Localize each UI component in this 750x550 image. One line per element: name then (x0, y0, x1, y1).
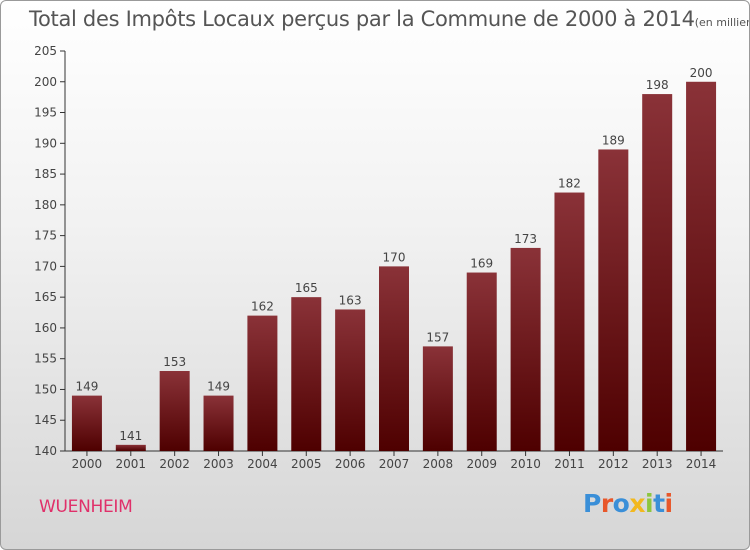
logo-letter: x (629, 489, 645, 518)
logo-letter: t (653, 489, 665, 518)
x-tick-label-2012: 2012 (598, 457, 629, 471)
y-tick-label: 185 (34, 167, 57, 181)
y-tick-label: 150 (34, 382, 57, 396)
y-tick-label: 200 (34, 75, 57, 89)
logo-letter: i (664, 489, 674, 518)
chart-unit: (en milliers d'€) (694, 16, 749, 29)
logo-letter: P (583, 489, 601, 518)
y-tick-label: 160 (34, 321, 57, 335)
logo-letter: i (645, 489, 654, 518)
y-tick-label: 145 (34, 413, 57, 427)
data-label-2004: 162 (251, 300, 274, 314)
data-label-2005: 165 (295, 281, 318, 295)
x-tick-label-2006: 2006 (335, 457, 366, 471)
x-axis: 2000 2001 2002 2003 2004 2005 2006 2007 2008 2009… (65, 450, 723, 471)
y-tick-label: 165 (34, 290, 57, 304)
bar-2007 (379, 266, 409, 451)
bar-2013 (642, 94, 673, 452)
y-axis: 140 145 150 155 160 165 170 175 180 185 190 195 200 2… (34, 44, 66, 458)
data-label-2007: 170 (383, 250, 406, 264)
data-label-2012: 189 (602, 133, 625, 147)
bar-2009 (466, 272, 497, 451)
y-tick-label: 190 (34, 136, 57, 150)
y-tick-label: 180 (34, 198, 57, 212)
data-label-2002: 153 (163, 355, 186, 369)
bar-2006 (335, 309, 366, 451)
bar-2001 (115, 444, 146, 451)
data-label-2014: 200 (690, 66, 713, 80)
x-tick-label-2010: 2010 (510, 457, 541, 471)
y-tick-label: 140 (34, 444, 57, 458)
y-tick-label: 175 (34, 229, 57, 243)
y-tick-label: 195 (34, 106, 57, 120)
data-label-2001: 141 (119, 429, 142, 443)
commune-name: WUENHEIM (39, 497, 133, 517)
bar-2004 (247, 315, 278, 451)
data-label-2006: 163 (339, 293, 362, 307)
bar-2012 (598, 149, 629, 451)
chart-title-text: Total des Impôts Locaux perçus par la Co… (29, 7, 695, 31)
data-label-2009: 169 (470, 257, 493, 271)
data-label-2003: 149 (207, 380, 230, 394)
chart-title: Total des Impôts Locaux perçus par la Co… (29, 7, 749, 31)
data-label-2000: 149 (75, 380, 98, 394)
x-tick-label-2002: 2002 (159, 457, 190, 471)
bar-2010 (510, 247, 541, 451)
y-tick-label: 155 (34, 352, 57, 366)
bar-2008 (422, 346, 453, 451)
x-tick-label-2011: 2011 (554, 457, 585, 471)
x-tick-label-2005: 2005 (291, 457, 322, 471)
bar-2014 (686, 81, 717, 452)
bar-2003 (203, 395, 234, 451)
bar-2011 (554, 192, 585, 452)
data-label-2013: 198 (646, 78, 669, 92)
x-tick-label-2003: 2003 (203, 457, 234, 471)
bar-series: 149 141 153 149 162 165 163 170 157 169 173 182 189 1… (71, 66, 717, 452)
x-tick-label-2013: 2013 (642, 457, 673, 471)
logo-letter: o (612, 489, 630, 518)
data-label-2011: 182 (558, 177, 581, 191)
y-tick-label: 170 (34, 259, 57, 273)
x-tick-label-2009: 2009 (466, 457, 497, 471)
data-label-2010: 173 (514, 232, 537, 246)
data-label-2008: 157 (426, 330, 449, 344)
bar-2000 (71, 395, 102, 451)
x-tick-label-2007: 2007 (379, 457, 410, 471)
x-tick-label-2001: 2001 (116, 457, 147, 471)
bar-2005 (291, 297, 322, 451)
x-tick-label-2000: 2000 (72, 457, 103, 471)
bar-2002 (159, 371, 190, 451)
x-tick-label-2004: 2004 (247, 457, 278, 471)
proxiti-logo: Proxiti (583, 489, 673, 518)
y-tick-label: 205 (34, 44, 57, 58)
x-tick-label-2014: 2014 (686, 457, 717, 471)
logo-letter: r (600, 489, 613, 518)
x-tick-label-2008: 2008 (423, 457, 454, 471)
